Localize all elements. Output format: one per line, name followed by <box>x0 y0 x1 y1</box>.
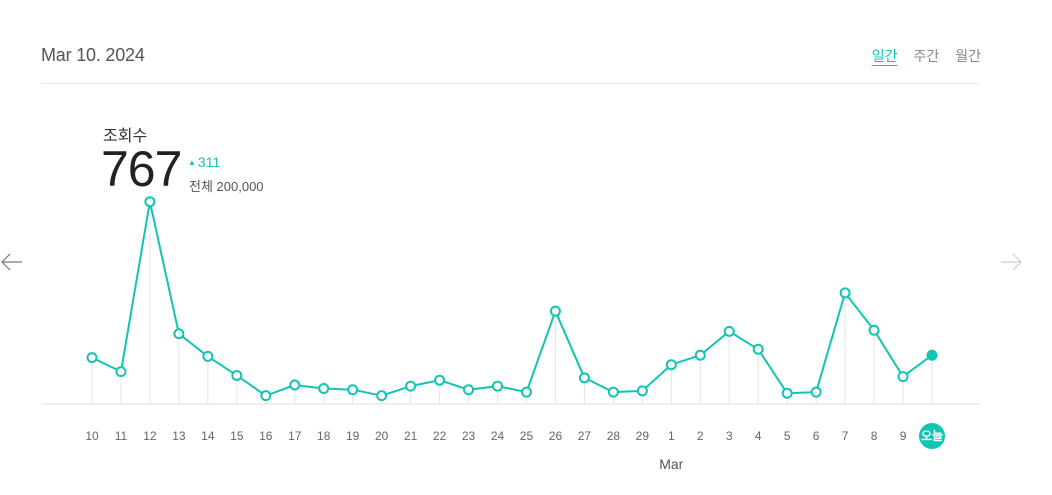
data-point[interactable] <box>202 350 214 362</box>
data-point[interactable] <box>173 328 185 340</box>
date-label: Mar 10. 2024 <box>41 45 145 65</box>
data-point[interactable] <box>492 380 504 392</box>
data-point[interactable] <box>434 374 446 386</box>
x-tick-label: 26 <box>549 429 563 443</box>
data-point[interactable] <box>868 324 880 336</box>
metric-value: 767 <box>101 141 182 197</box>
gridlines <box>91 201 933 404</box>
x-tick-label: 28 <box>607 429 621 443</box>
x-tick-label: 6 <box>813 429 820 443</box>
up-triangle-icon: ▲ <box>188 158 196 167</box>
data-point[interactable] <box>636 385 648 397</box>
data-points <box>86 196 938 402</box>
data-point[interactable] <box>347 384 359 396</box>
total-views: 전체 200,000 <box>189 179 264 194</box>
x-tick-label: 21 <box>404 429 418 443</box>
data-point[interactable] <box>549 305 561 317</box>
x-tick-label: 9 <box>900 429 907 443</box>
x-tick-label: 3 <box>726 429 733 443</box>
x-tick-label: 22 <box>433 429 447 443</box>
arrow-right-icon <box>1001 253 1022 271</box>
delta-badge: ▲ 311 <box>188 154 220 170</box>
x-tick-label: 11 <box>115 429 128 443</box>
data-point[interactable] <box>810 386 822 398</box>
data-point[interactable] <box>520 386 532 398</box>
x-tick-label: 1 <box>668 429 675 443</box>
period-tabs: 일간 주간 월간 <box>872 46 981 66</box>
tab-weekly[interactable]: 주간 <box>913 48 940 64</box>
data-point[interactable] <box>144 196 156 208</box>
x-tick-label: 19 <box>346 429 360 443</box>
x-tick-label: 15 <box>230 429 244 443</box>
data-point[interactable] <box>723 325 735 337</box>
data-point[interactable] <box>115 366 127 378</box>
data-point[interactable] <box>260 390 272 402</box>
x-tick-label: 14 <box>201 429 215 443</box>
x-tick-label: 24 <box>491 429 505 443</box>
x-tick-label: 5 <box>784 429 791 443</box>
x-tick-labels: 10 11 12 13 14 15 16 17 18 19 20 21 22 23 24 25 26 27 28 29… <box>85 423 945 449</box>
x-tick-label: 27 <box>578 429 592 443</box>
data-point[interactable] <box>926 349 938 361</box>
data-point[interactable] <box>839 287 851 299</box>
x-tick-label: 20 <box>375 429 389 443</box>
month-label: Mar <box>659 456 683 472</box>
data-point[interactable] <box>752 343 764 355</box>
delta-value: 311 <box>197 154 221 170</box>
tab-monthly[interactable]: 월간 <box>955 48 981 64</box>
arrow-left-icon <box>1 253 22 271</box>
data-point[interactable] <box>665 359 677 371</box>
x-tick-label: 18 <box>317 429 331 443</box>
x-tick-label: 7 <box>842 429 849 443</box>
x-tick-label: 16 <box>259 429 273 443</box>
x-tick-label: 23 <box>462 429 476 443</box>
x-tick-label: 17 <box>288 429 302 443</box>
data-point[interactable] <box>781 387 793 399</box>
data-point[interactable] <box>897 371 909 383</box>
data-point[interactable] <box>318 383 330 395</box>
data-point[interactable] <box>231 369 243 381</box>
metric-label: 조회수 <box>103 128 148 145</box>
data-point[interactable] <box>289 379 301 391</box>
header-divider <box>41 83 980 84</box>
data-point[interactable] <box>578 372 590 384</box>
series-line <box>91 200 933 397</box>
x-tick-label: 2 <box>697 429 704 443</box>
x-tick-label: 10 <box>85 429 99 443</box>
data-point[interactable] <box>694 349 706 361</box>
tab-daily[interactable]: 일간 <box>871 48 898 64</box>
data-point[interactable] <box>376 390 388 402</box>
x-tick-label: 12 <box>143 429 157 443</box>
x-tick-label: 29 <box>636 429 650 443</box>
next-button[interactable] <box>999 248 1025 276</box>
today-badge <box>919 423 945 449</box>
data-point[interactable] <box>86 352 98 364</box>
x-tick-label: 4 <box>755 429 762 443</box>
data-point[interactable] <box>607 386 619 398</box>
data-point[interactable] <box>405 380 417 392</box>
x-tick-label: 오늘 <box>921 429 943 443</box>
x-tick-label: 8 <box>871 429 878 443</box>
x-tick-label: 13 <box>172 429 186 443</box>
x-tick-label: 25 <box>520 429 534 443</box>
data-point[interactable] <box>463 384 475 396</box>
previous-button[interactable] <box>0 248 26 276</box>
